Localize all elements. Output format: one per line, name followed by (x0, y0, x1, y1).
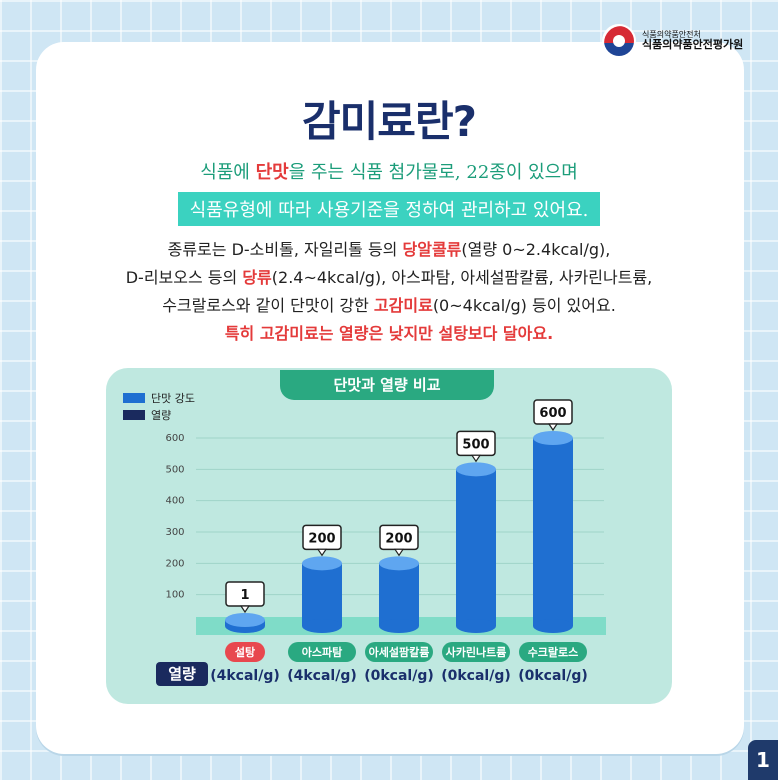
agency-top-line: 식품의약품안전처 (642, 29, 701, 39)
y-tick-label-400: 400 (165, 496, 184, 507)
bar-base-3 (456, 619, 496, 633)
chart-title: 단맛과 열량 비교 (280, 370, 494, 400)
value-label-pointer-0 (239, 605, 251, 614)
taegeuk-logo-icon (602, 24, 636, 58)
bar-base-2 (379, 619, 419, 633)
value-label-pointer-3 (470, 454, 482, 463)
calories-row-label: 열량 (168, 665, 196, 683)
page-title: 감미료란? (286, 88, 492, 149)
intro-line-1: 식품에 단맛을 주는 식품 첨가물로, 22종이 있으며 (200, 162, 578, 183)
body-paragraph: 종류로는 D-소비톨, 자일리톨 등의 당알콜류(열량 0~2.4kcal/g)… (0, 236, 778, 348)
calorie-label-0: (4kcal/g) (210, 668, 280, 684)
page-number: 1 (748, 740, 778, 780)
bar-top-3 (456, 462, 496, 477)
bar-base-4 (533, 619, 573, 633)
intro-line-2: 식품유형에 따라 사용기준을 정하여 관리하고 있어요. (177, 192, 601, 226)
category-pill-2 (365, 642, 433, 662)
category-label-3: 사카린나트륨 (446, 645, 507, 659)
legend-item-calories: 열량 (123, 406, 195, 423)
bar-top-1 (302, 556, 342, 571)
category-label-0: 설탕 (235, 645, 255, 659)
body-emphasis: 특히 고감미료는 열량은 낮지만 설탕보다 달아요. (224, 324, 554, 343)
bar-4 (533, 438, 573, 626)
category-pill-4 (519, 642, 587, 662)
value-label-pointer-1 (316, 548, 328, 557)
value-label-2: 200 (385, 531, 412, 546)
calorie-label-4: (0kcal/g) (518, 668, 588, 684)
category-label-2: 아세설팜칼륨 (369, 645, 430, 659)
value-label-0: 1 (240, 588, 249, 603)
bar-top-0 (225, 613, 265, 627)
value-label-4: 600 (539, 406, 566, 421)
y-tick-label-600: 600 (165, 433, 184, 444)
bar-base-1 (302, 619, 342, 633)
calories-row-label-box (156, 662, 208, 686)
value-label-pointer-2 (393, 548, 405, 557)
bar-top-4 (533, 431, 573, 445)
category-pill-0 (225, 642, 265, 662)
category-label-1: 아스파탐 (302, 645, 342, 659)
bar-2 (379, 563, 419, 626)
legend-swatch-sweetness (123, 392, 145, 403)
bar-3 (456, 469, 496, 626)
legend-item-sweetness: 단맛 강도 (123, 389, 195, 406)
calorie-label-1: (4kcal/g) (287, 668, 357, 684)
y-tick-label-300: 300 (165, 527, 184, 538)
category-label-4: 수크랄로스 (528, 646, 579, 659)
chart-legend: 단맛 강도 열량 (123, 389, 195, 423)
calorie-label-2: (0kcal/g) (364, 668, 434, 684)
y-tick-label-200: 200 (165, 558, 184, 569)
agency-name: 식품의약품안전평가원 (642, 38, 744, 52)
y-tick-label-100: 100 (165, 590, 184, 601)
calorie-label-3: (0kcal/g) (441, 668, 511, 684)
bar-top-2 (379, 556, 419, 571)
category-pill-3 (442, 642, 510, 662)
value-label-1: 200 (308, 531, 335, 546)
bar-1 (302, 563, 342, 626)
category-pill-1 (288, 642, 356, 662)
value-label-pointer-4 (547, 423, 559, 432)
agency-logo: 식품의약품안전처 식품의약품안전평가원 (602, 24, 743, 58)
value-label-3: 500 (462, 437, 489, 452)
legend-swatch-calories (123, 409, 145, 420)
y-tick-label-500: 500 (165, 464, 184, 475)
